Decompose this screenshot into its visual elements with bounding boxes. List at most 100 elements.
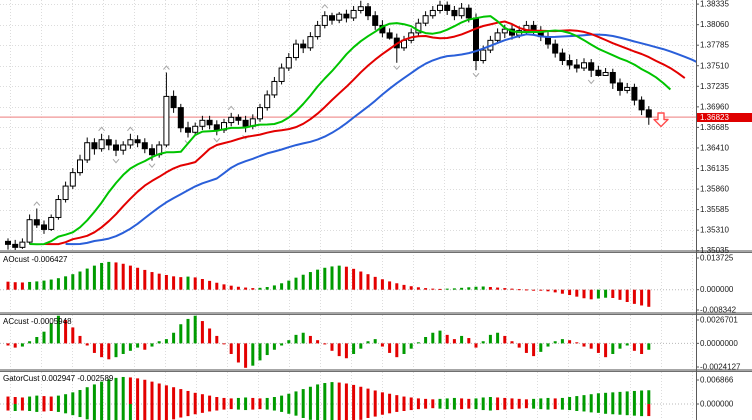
gator-upper-bar: [157, 383, 161, 404]
gator-lower-bar: [100, 404, 104, 420]
histogram-bar: [546, 343, 550, 347]
candle-body: [429, 9, 436, 17]
histogram-bar: [395, 283, 399, 290]
histogram-bar: [222, 343, 226, 345]
gator-upper-bar: [265, 397, 269, 404]
histogram-bar: [488, 287, 492, 290]
price-axis[interactable]: 1.38335 1.38060 1.37785 1.37510 1.37235 1.369…: [696, 0, 741, 409]
histogram-bar: [280, 283, 284, 290]
gator-lower-bar: [301, 404, 305, 418]
gator-upper-bar: [388, 393, 392, 404]
candle-body: [271, 80, 278, 96]
gator-lower-bar: [647, 404, 651, 417]
histogram-bar: [164, 339, 168, 344]
candle-body: [134, 139, 141, 144]
gator-lower-bar: [229, 404, 233, 410]
current-price-tag: 1.36823: [697, 112, 752, 122]
gator-lower-bar: [49, 404, 53, 411]
histogram-bar: [438, 288, 442, 290]
candle-body: [149, 148, 155, 156]
gator-upper-bar: [222, 397, 226, 404]
histogram-bar: [35, 336, 39, 344]
gator-upper-bar: [136, 378, 140, 404]
gator-upper-bar: [496, 397, 500, 404]
histogram-bar: [582, 289, 586, 299]
gator-lower-bar: [78, 404, 82, 418]
gator-upper-bar: [424, 398, 428, 404]
gator-upper-bar: [121, 376, 125, 404]
gator-lower-bar: [568, 404, 572, 411]
histogram-bar: [510, 288, 514, 290]
candle-body: [19, 241, 26, 248]
pane-separator[interactable]: [0, 250, 752, 253]
axis-label: 1.37785: [700, 41, 729, 50]
gator-lower-bar: [604, 404, 608, 414]
gator-upper-bar: [416, 398, 420, 404]
gator-lower-bar: [632, 404, 636, 416]
gator-upper-bar: [6, 396, 10, 404]
histogram-bar: [28, 341, 32, 344]
gator-upper-bar: [107, 379, 111, 404]
histogram-bar: [323, 343, 327, 345]
gator-upper-bar: [402, 396, 406, 404]
pane-separator[interactable]: [0, 369, 752, 372]
histogram-bar: [337, 265, 341, 290]
histogram-bar: [460, 287, 464, 290]
pane-separator[interactable]: [0, 312, 752, 315]
indicator-name: AOcust: [3, 255, 30, 264]
gator-lower-bar: [510, 404, 514, 410]
fractal-up-icon: [98, 126, 105, 132]
histogram-bar: [524, 343, 528, 353]
histogram-bar: [251, 288, 255, 290]
histogram-bar: [380, 343, 384, 347]
histogram-bar: [323, 267, 327, 290]
gator-lower-bar: [359, 404, 363, 420]
indicator-value: -0.006427: [31, 255, 68, 264]
histogram-bar: [136, 343, 140, 348]
candle-body: [357, 6, 364, 11]
histogram-bar: [330, 266, 334, 290]
gator-upper-bar: [640, 390, 644, 404]
histogram-bar: [359, 343, 363, 349]
gator-lower-bar: [28, 404, 32, 411]
histogram-bar: [294, 334, 298, 344]
candle-body: [185, 127, 191, 133]
gator-lower-bar: [107, 404, 111, 420]
gator-upper-bar: [481, 397, 485, 404]
candle-body: [501, 28, 508, 34]
gator-upper-bar: [582, 395, 586, 404]
candle-body: [12, 243, 19, 248]
gator-upper-bar: [294, 391, 298, 404]
gator-upper-bar: [380, 392, 384, 404]
gator-lower-bar: [445, 404, 449, 410]
gator-upper-bar: [179, 389, 183, 404]
gator-lower-bar: [380, 404, 384, 415]
candle-body: [480, 49, 487, 62]
gator-lower-bar: [452, 404, 456, 410]
gator-lower-bar: [20, 404, 24, 411]
histogram-bar: [150, 343, 154, 347]
histogram-bar: [13, 343, 17, 348]
gator-lower-bar: [186, 404, 190, 417]
axis-label: -0.008342: [700, 306, 737, 315]
histogram-bar: [330, 343, 334, 351]
candle-body: [437, 4, 443, 11]
indicator-label-ao: AOcust -0.006427: [3, 255, 68, 264]
gator-lower-bar: [179, 404, 183, 418]
gator-upper-bar: [546, 397, 550, 404]
gator-upper-bar: [596, 393, 600, 404]
histogram-bar: [416, 342, 420, 344]
gator-lower-bar: [524, 404, 528, 409]
gator-lower-bar: [625, 404, 629, 416]
gator-lower-bar: [438, 404, 442, 409]
candle-body: [321, 15, 328, 26]
histogram-bar: [200, 321, 204, 344]
histogram-bar: [186, 276, 190, 290]
gator-lower-bar: [316, 404, 320, 420]
candle-body: [465, 7, 472, 19]
histogram-bar: [316, 340, 320, 344]
gator-lower-bar: [611, 404, 615, 415]
histogram-bar: [258, 287, 262, 290]
histogram-bar: [308, 335, 312, 344]
